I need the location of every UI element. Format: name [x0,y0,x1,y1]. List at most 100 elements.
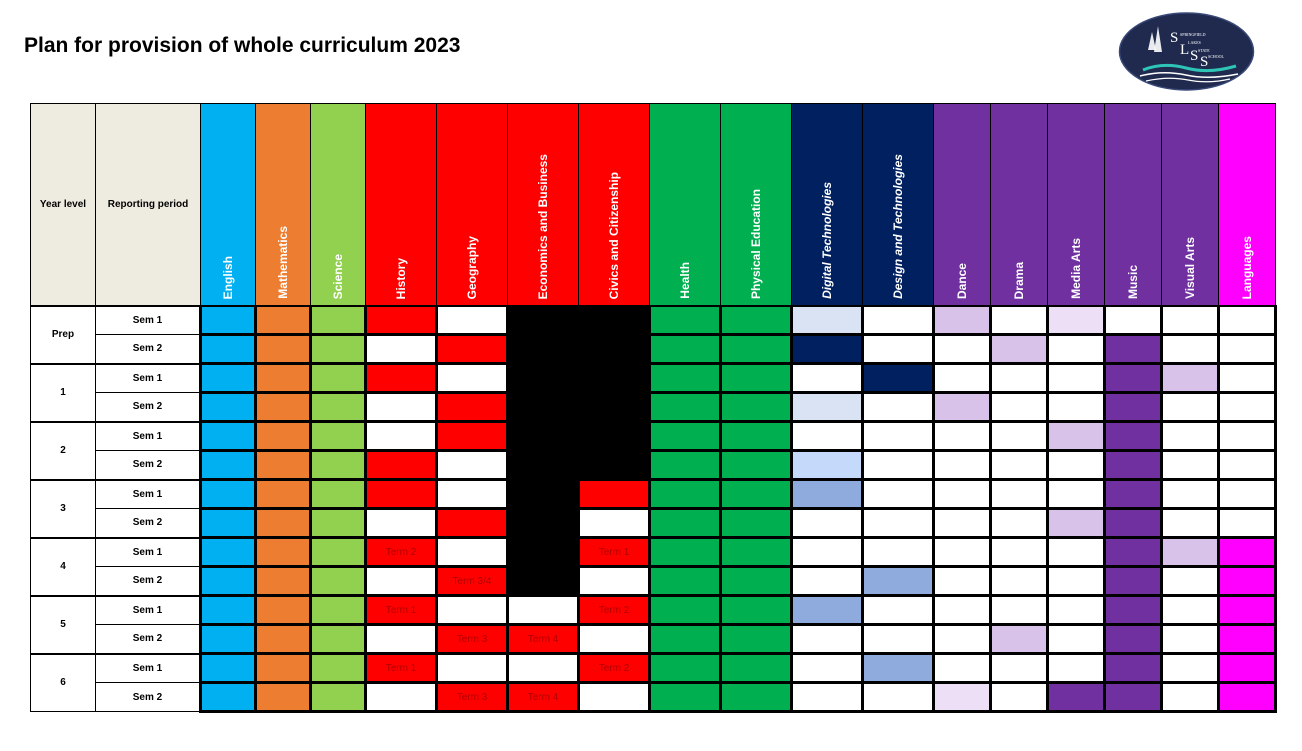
year-level-cell: 5 [30,594,96,654]
subject-label: Civics and Citizenship [607,171,621,299]
subject-cell-civics-and-citizenship [577,478,651,510]
table-row: 3 Sem 1 [30,478,1277,538]
subject-cell-digital-technologies [790,333,864,365]
subject-cell-civics-and-citizenship [577,420,651,452]
subject-cell-history: Term 1 [364,652,438,684]
subject-cell-drama [989,565,1049,597]
subject-cell-english [199,623,257,655]
subject-cell-civics-and-citizenship [577,333,651,365]
subject-cell-mathematics [254,333,312,365]
subject-cell-dance [932,623,992,655]
subject-cell-dance [932,305,992,336]
table-row: 4 Sem 1 Term 2 Term 1 [30,536,1277,596]
subject-cell-physical-education [719,391,793,423]
subject-label: History [394,257,408,299]
subject-cell-civics-and-citizenship [577,449,651,481]
subject-cell-mathematics [254,391,312,423]
subject-cell-physical-education [719,536,793,568]
subject-cell-geography [435,478,509,510]
subject-cell-visual-arts [1160,420,1220,452]
subject-cell-visual-arts [1160,623,1220,655]
subject-cell-mathematics [254,420,312,452]
year-level-cell: 4 [30,536,96,596]
subject-header-physical-education: Physical Education [720,103,792,307]
table-row: Sem 2 Term 3 Term 4 [31,681,1277,713]
school-logo: S L S S SPRINGFIELD LAKES STATE SCHOOL [1118,12,1255,91]
subject-cell-civics-and-citizenship [577,362,651,394]
subject-cell-physical-education [719,305,793,336]
subject-header-mathematics: Mathematics [255,103,311,307]
subject-cell-design-and-technologies [861,391,935,423]
subject-cell-economics-and-business [506,507,580,539]
year-level-cell: 6 [30,652,96,712]
subject-cell-mathematics [254,305,312,336]
subject-cell-design-and-technologies [861,507,935,539]
subject-cell-geography [435,333,509,365]
subject-cell-geography [435,449,509,481]
subject-cell-dance [932,536,992,568]
subject-cell-mathematics [254,449,312,481]
school-logo-emblem: S L S S SPRINGFIELD LAKES STATE SCHOOL [1118,12,1255,91]
subject-cell-visual-arts [1160,305,1220,336]
subject-cell-languages [1217,305,1277,336]
reporting-period-cell: Sem 1 [95,305,201,335]
subject-header-science: Science [310,103,366,307]
subject-cell-mathematics [254,536,312,568]
subject-cell-economics-and-business [506,305,580,336]
subject-label: English [221,255,235,299]
subject-header-music: Music [1104,103,1162,307]
reporting-period-cell: Sem 2 [95,450,201,480]
subject-label: Geography [465,235,479,299]
subject-cell-english [199,305,257,336]
subject-cell-dance [932,420,992,452]
subject-cell-media-arts [1046,362,1106,394]
table-row: 2 Sem 1 [30,420,1277,480]
subject-cell-physical-education [719,362,793,394]
subject-cell-drama [989,305,1049,336]
subject-cell-science [309,449,367,481]
svg-text:S: S [1190,48,1198,64]
subject-cell-design-and-technologies [861,478,935,510]
subject-cell-design-and-technologies [861,333,935,365]
reporting-period-cell: Sem 1 [95,652,201,683]
subject-cell-health [648,507,722,539]
svg-text:S: S [1200,54,1208,70]
subject-header-history: History [365,103,437,307]
subject-cell-music [1103,420,1163,452]
subject-cell-visual-arts [1160,333,1220,365]
subject-cell-history [364,333,438,365]
subject-cell-music [1103,507,1163,539]
subject-cell-history: Term 1 [364,594,438,626]
subject-cell-drama [989,652,1049,684]
subject-cell-digital-technologies [790,565,864,597]
subject-cell-digital-technologies [790,362,864,394]
subject-cell-english [199,391,257,423]
subject-cell-media-arts [1046,623,1106,655]
reporting-period-cell: Sem 2 [95,624,201,654]
subject-cell-music [1103,681,1163,713]
subject-cell-history [364,305,438,336]
subject-cell-design-and-technologies [861,594,935,626]
subject-cell-english [199,594,257,626]
subject-cell-drama [989,362,1049,394]
svg-text:LAKES: LAKES [1188,40,1201,45]
subject-label: Drama [1012,261,1026,299]
subject-cell-science [309,333,367,365]
subject-cell-english [199,681,257,713]
subject-cell-health [648,594,722,626]
subject-cell-science [309,362,367,394]
subject-cell-geography: Term 3 [435,623,509,655]
subject-cell-history [364,362,438,394]
subject-cell-mathematics [254,362,312,394]
subject-cell-media-arts [1046,449,1106,481]
subject-label: Economics and Business [536,153,550,299]
subject-cell-health [648,305,722,336]
subject-label: Physical Education [749,188,763,299]
subject-cell-physical-education [719,623,793,655]
subject-cell-economics-and-business [506,362,580,394]
subject-cell-languages [1217,333,1277,365]
subject-cell-media-arts [1046,536,1106,568]
reporting-period-cell: Sem 2 [95,508,201,538]
subject-cell-civics-and-citizenship [577,565,651,597]
subject-cell-history [364,420,438,452]
